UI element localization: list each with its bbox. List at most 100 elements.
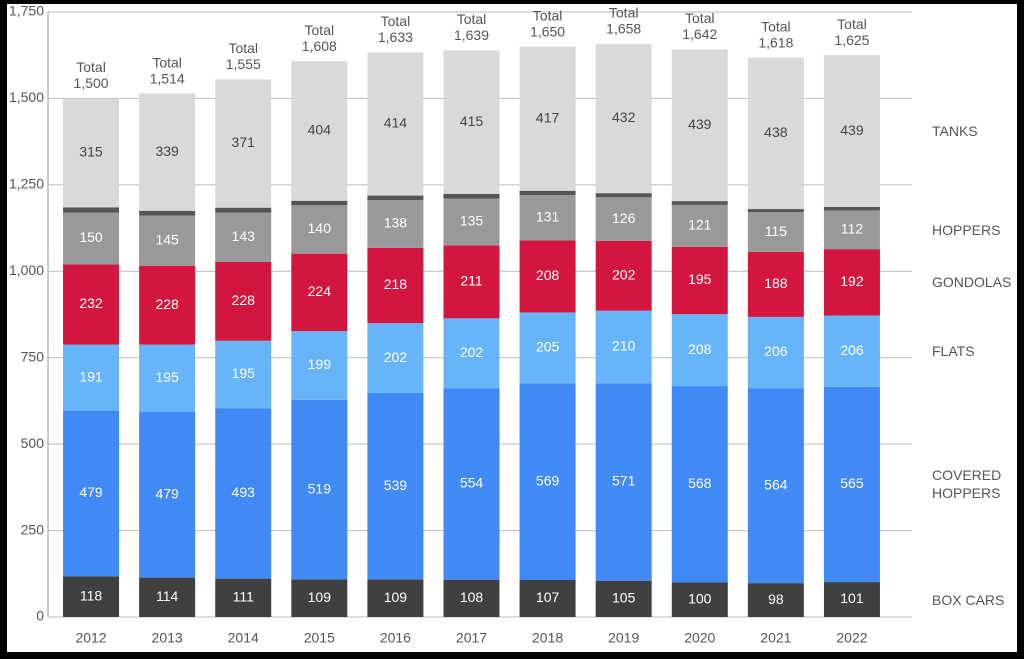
bar-segment [367, 392, 424, 580]
value-label: 371 [232, 134, 256, 150]
y-tick-label: 500 [21, 435, 45, 451]
bar-segment [63, 344, 120, 411]
value-label: 439 [840, 122, 864, 138]
value-label: 114 [156, 588, 179, 604]
bar-segment [291, 253, 348, 332]
value-label: 479 [155, 485, 179, 501]
bar-segment [671, 204, 728, 247]
bar-segment [671, 201, 728, 205]
value-label: 404 [308, 122, 332, 138]
value-label: 109 [308, 589, 332, 605]
bar-segment [443, 198, 500, 246]
bar-segment [443, 193, 500, 199]
legend-label: HOPPERS [932, 221, 1001, 238]
bar-segment [671, 582, 728, 617]
value-label: 493 [232, 484, 256, 500]
total-value: 1,555 [226, 56, 261, 72]
x-tick-label: 2014 [228, 630, 259, 646]
bar-segment [291, 200, 348, 206]
bar-segment [823, 249, 880, 316]
bar-segment [215, 212, 272, 262]
total-label: Total [609, 5, 639, 21]
y-tick-label: 1,750 [9, 3, 44, 19]
value-label: 417 [536, 109, 560, 125]
bar-segment [215, 578, 272, 617]
value-label: 126 [612, 210, 636, 226]
bar-segment [595, 240, 652, 311]
total-label: Total [305, 22, 335, 38]
value-label: 143 [232, 228, 256, 244]
x-tick-label: 2016 [380, 630, 411, 646]
bar-segment [367, 579, 424, 617]
y-tick-label: 1,250 [9, 176, 44, 192]
x-tick-label: 2021 [760, 630, 791, 646]
bar-segment [139, 577, 196, 617]
x-tick-label: 2019 [608, 630, 639, 646]
bar-segment [139, 344, 196, 412]
value-label: 539 [384, 477, 408, 493]
total-value: 1,608 [302, 38, 337, 54]
value-label: 569 [536, 472, 560, 488]
bar-segment [63, 576, 120, 617]
bar-segment [519, 240, 576, 313]
bar-segment [519, 190, 576, 196]
value-label: 205 [536, 339, 560, 355]
total-value: 1,650 [530, 23, 565, 39]
y-tick-label: 0 [36, 608, 44, 624]
bar-segment [519, 195, 576, 241]
bar-segment [63, 410, 120, 577]
bar-segment [63, 98, 120, 208]
total-label: Total [228, 40, 258, 56]
total-label: Total [685, 10, 715, 26]
value-label: 101 [840, 590, 864, 606]
value-label: 519 [308, 480, 332, 496]
total-value: 1,618 [758, 34, 793, 50]
bar-segment [823, 315, 880, 387]
bar-segment [291, 61, 348, 201]
x-tick-label: 2022 [836, 630, 867, 646]
bar-segment [215, 340, 272, 409]
value-label: 121 [688, 217, 712, 233]
bar-segment [443, 50, 500, 194]
bar-segment [823, 582, 880, 617]
total-value: 1,633 [378, 29, 413, 45]
bar-segment [367, 323, 424, 393]
value-label: 439 [688, 116, 712, 132]
y-tick-label: 1,500 [9, 89, 44, 105]
total-label: Total [381, 13, 411, 29]
bar-segment [215, 79, 272, 208]
value-label: 414 [384, 115, 408, 131]
bar-segment [367, 247, 424, 324]
bar-segment [595, 310, 652, 384]
bar-segment [671, 386, 728, 583]
bar-segment [443, 245, 500, 319]
value-label: 415 [460, 113, 484, 129]
bar-segment [519, 383, 576, 581]
x-tick-label: 2013 [152, 630, 183, 646]
bar-segment [519, 312, 576, 384]
total-value: 1,625 [834, 32, 869, 48]
bar-segment [747, 388, 804, 584]
value-label: 140 [308, 220, 332, 236]
bar-segment [443, 318, 500, 389]
value-label: 100 [688, 590, 712, 606]
value-label: 112 [841, 221, 864, 237]
bar-segment [139, 215, 196, 266]
value-label: 98 [768, 591, 784, 607]
value-label: 208 [688, 341, 712, 357]
legend-label: GONDOLAS [932, 274, 1012, 291]
x-tick-label: 2012 [75, 630, 106, 646]
value-label: 568 [688, 475, 712, 491]
value-label: 554 [460, 475, 484, 491]
total-label: Total [837, 16, 867, 32]
bar-segment [215, 408, 272, 579]
total-label: Total [457, 11, 487, 27]
value-label: 315 [79, 144, 103, 160]
legend-label: BOX CARS [932, 591, 1005, 608]
bar-segment [823, 206, 880, 211]
x-tick-label: 2018 [532, 630, 563, 646]
bar-segment [215, 261, 272, 341]
bar-segment [823, 210, 880, 250]
